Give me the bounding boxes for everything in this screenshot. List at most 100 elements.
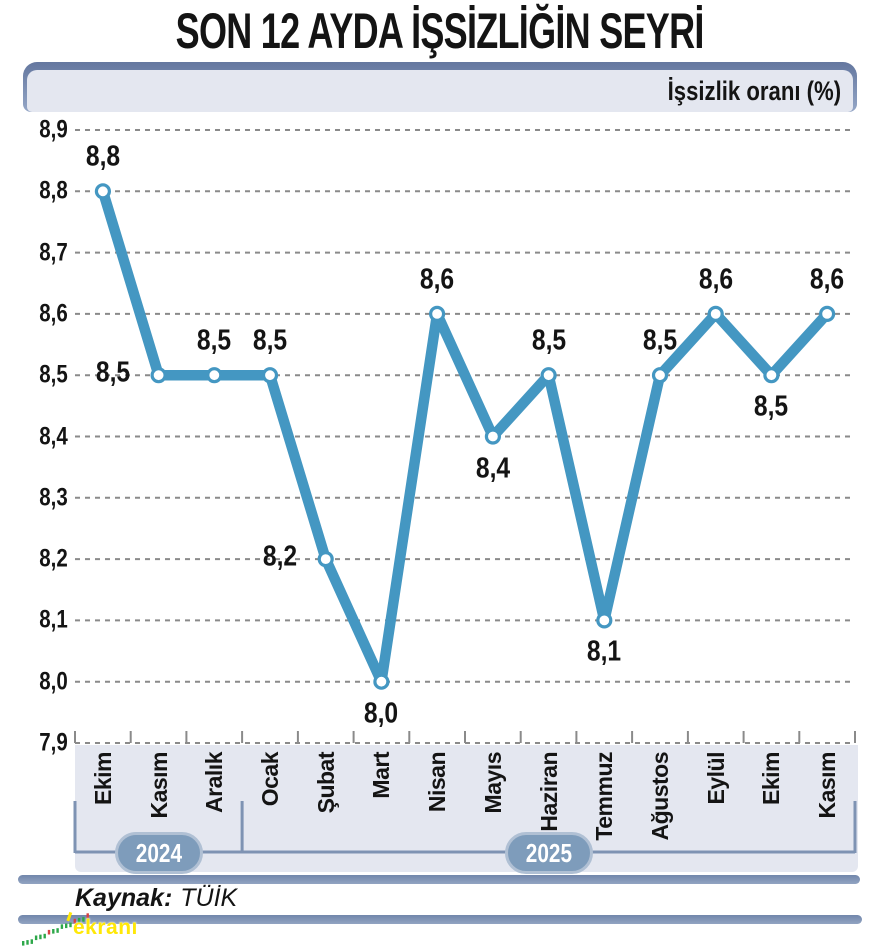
data-point-label-text: 8,8 [85,140,121,173]
panel-header-band: İşsizlik oranı (%) [27,70,853,112]
data-point-label: 8,5 [92,357,132,390]
sparkline-mark [65,923,68,929]
xaxis-month-label-text: Aralık [201,752,228,813]
sparkline-mark [22,941,25,946]
xaxis-month-label-text: Ekim [758,752,785,805]
xaxis-month-label: Temmuz [591,752,618,841]
sparkline-mark [66,911,73,922]
year-badge: 2025 [504,832,593,874]
xaxis-month-label: Eylül [703,752,730,804]
yaxis-unit-label: İşsizlik oranı (%) [668,76,842,106]
data-point-label: 8,8 [83,141,123,174]
sparkline-mark [26,940,29,945]
data-point-label: 8,2 [260,541,300,574]
unemployment-line [97,186,833,687]
data-point-label-text: 8,5 [197,324,232,357]
data-point-label: 8,6 [696,263,736,296]
data-point-label-text: 8,6 [419,263,455,296]
xaxis-month-label: Mayıs [480,752,507,813]
data-point-marker [206,367,223,384]
data-point-label: 8,1 [584,636,624,669]
data-point-marker [317,550,334,568]
xaxis-month-label-text: Ekim [89,752,116,805]
data-point-label-text: 8,4 [475,452,511,484]
yaxis-tick-label-text: 8,0 [39,667,68,696]
sparkline-mark [73,918,76,924]
yaxis-tick-label: 8,3 [16,483,68,512]
data-point-label: 8,5 [194,325,234,358]
xaxis-month-label-text: Mayıs [479,752,506,814]
source-prefix: Kaynak: [75,884,173,912]
sparkline-mark [69,922,72,928]
data-point-label-text: 8,6 [809,263,845,296]
data-point-marker [651,367,669,384]
yaxis-tick-label-text: 8,1 [39,605,68,634]
yaxis-tick-label: 8,4 [16,422,68,451]
xaxis-month-label: Kasım [146,752,173,819]
sparkline-mark [39,934,42,940]
sparkline-mark [43,933,46,939]
footer-divider-bar-top [18,875,860,884]
xaxis-month-label: Ekim [758,752,785,805]
yaxis-tick-label: 8,1 [16,606,68,635]
xaxis-month-label: Şubat [313,752,340,813]
sparkline-mark [56,928,59,933]
xaxis-month-label: Kasım [814,752,841,819]
data-point-label-text: 8,6 [698,263,733,296]
footer-divider-bar-bottom [18,915,862,924]
data-point-marker [596,612,613,629]
data-point-label: 8,5 [751,391,791,424]
xaxis-month-label-text: Temmuz [591,752,618,841]
yaxis-tick-label-text: 8,5 [39,360,68,389]
data-point-marker [763,367,780,384]
yaxis-tick-label: 8,7 [16,238,68,267]
data-point-marker [429,305,446,322]
data-point-marker [150,367,167,384]
sparkline-mark [86,913,89,918]
data-point-label-text: 8,5 [754,390,789,423]
xaxis-month-label: Ağustos [647,752,674,841]
xaxis-month-label-text: Ocak [257,752,283,807]
watermark-text: ekranı [73,916,138,939]
xaxis-month-label: Ocak [257,752,284,806]
xaxis-month-label-text: Kasım [145,752,172,819]
yaxis-tick-label-text: 8,3 [39,483,68,512]
sparkline-mark [82,917,85,922]
data-point-label: 8,5 [640,325,680,358]
year-badge-text: 2025 [525,837,572,868]
data-point-label: 8,4 [473,452,513,485]
data-point-label-text: 8,2 [262,540,297,573]
xaxis-month-label: Ekim [90,752,117,805]
xaxis-month-label-text: Kasım [814,752,841,819]
yaxis-tick-label-text: 7,9 [39,728,68,757]
data-point-label-text: 8,5 [95,356,130,389]
data-point-label-text: 8,5 [642,324,678,357]
yaxis-tick-label-text: 8,6 [39,299,68,328]
xaxis-month-label-text: Nisan [424,752,451,813]
xaxis-month-label: Mart [368,752,395,799]
yaxis-tick-label: 8,8 [16,177,68,206]
data-point-marker [484,428,501,445]
sparkline-mark [30,939,33,944]
data-point-label-text: 8,0 [364,697,399,730]
year-badge-text: 2024 [135,837,182,868]
xaxis-month-label-text: Mart [368,752,395,799]
data-point-label: 8,5 [250,325,290,358]
year-badge: 2024 [114,832,203,874]
yaxis-tick-label-text: 8,4 [39,422,68,450]
data-point-marker [94,183,112,200]
sparkline-mark [77,917,81,923]
data-point-marker [707,305,724,322]
yaxis-tick-label: 8,5 [16,361,68,390]
data-point-label: 8,5 [528,325,568,358]
data-point-label-text: 8,5 [531,324,566,357]
xaxis-month-label-text: Eylül [702,752,729,805]
yaxis-tick-label-text: 8,9 [39,115,68,144]
yaxis-tick-label: 8,2 [16,545,68,574]
yaxis-tick-label-text: 8,2 [39,544,68,573]
sparkline-mark [47,929,51,935]
yaxis-tick-label: 8,0 [16,667,68,696]
data-point-label-text: 8,5 [252,324,288,357]
